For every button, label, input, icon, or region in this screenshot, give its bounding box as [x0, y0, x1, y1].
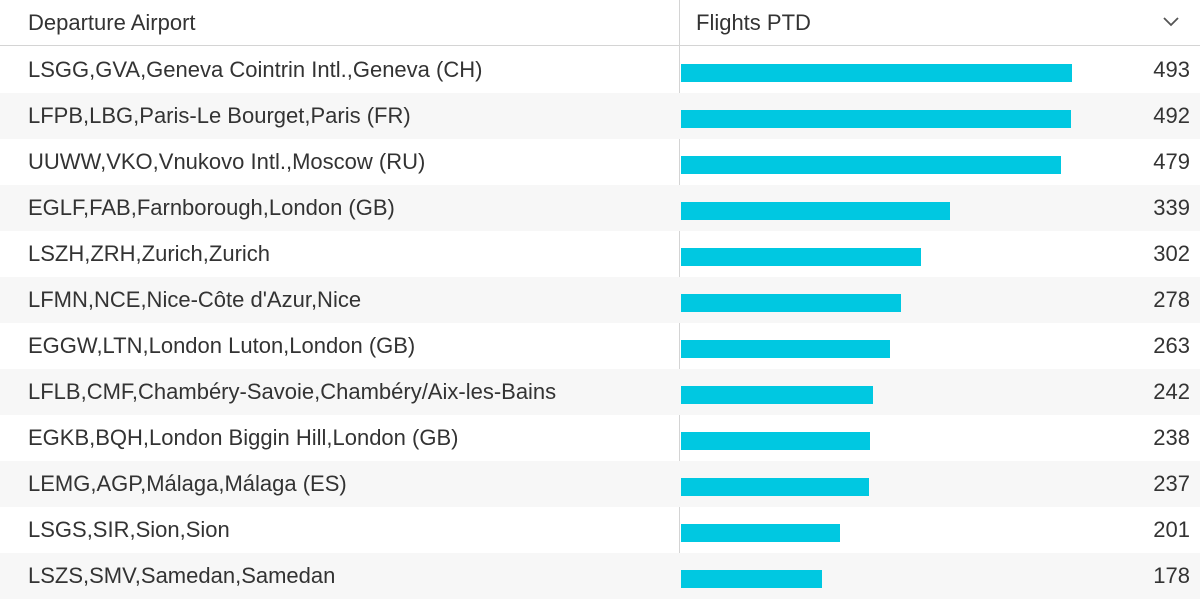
airport-label: LSZS,SMV,Samedan,Samedan	[28, 563, 336, 588]
flights-value: 263	[1153, 333, 1190, 358]
flights-value: 493	[1153, 57, 1190, 82]
airport-label: LFMN,NCE,Nice-Côte d'Azur,Nice	[28, 287, 362, 312]
table-row[interactable]: LSZS,SMV,Samedan,Samedan 178	[0, 553, 1200, 599]
flights-value: 237	[1153, 471, 1190, 496]
table-row[interactable]: LEMG,AGP,Málaga,Málaga (ES) 237	[0, 461, 1200, 507]
flights-bar	[681, 432, 870, 450]
flights-bar	[681, 156, 1061, 174]
flights-bar	[681, 248, 921, 266]
table-row[interactable]: LFLB,CMF,Chambéry-Savoie,Chambéry/Aix-le…	[0, 369, 1200, 415]
flights-value: 201	[1153, 517, 1190, 542]
column-header-departure-airport[interactable]: Departure Airport	[28, 10, 196, 35]
table-row[interactable]: LSGS,SIR,Sion,Sion 201	[0, 507, 1200, 553]
flights-value: 339	[1153, 195, 1190, 220]
flights-bar	[681, 386, 873, 404]
table-row[interactable]: LFPB,LBG,Paris-Le Bourget,Paris (FR) 492	[0, 93, 1200, 139]
table-body: LSGG,GVA,Geneva Cointrin Intl.,Geneva (C…	[0, 47, 1200, 599]
flights-value: 492	[1153, 103, 1190, 128]
table-row[interactable]: EGLF,FAB,Farnborough,London (GB) 339	[0, 185, 1200, 231]
flights-value: 178	[1153, 563, 1190, 588]
flights-bar	[681, 110, 1071, 128]
chevron-down-icon[interactable]	[1161, 14, 1181, 28]
flights-bar	[681, 570, 822, 588]
airport-label: LSZH,ZRH,Zurich,Zurich	[28, 241, 271, 266]
flights-value: 242	[1153, 379, 1190, 404]
airport-label: EGKB,BQH,London Biggin Hill,London (GB)	[28, 425, 459, 450]
flights-bar	[681, 64, 1072, 82]
table-row[interactable]: LSZH,ZRH,Zurich,Zurich 302	[0, 231, 1200, 277]
flights-bar	[681, 524, 840, 542]
airport-label: LSGG,GVA,Geneva Cointrin Intl.,Geneva (C…	[28, 57, 483, 82]
airport-label: EGGW,LTN,London Luton,London (GB)	[28, 333, 416, 358]
flights-bar	[681, 294, 901, 312]
airport-label: LSGS,SIR,Sion,Sion	[28, 517, 230, 542]
column-header-flights-ptd[interactable]: Flights PTD	[696, 10, 811, 35]
airport-label: LEMG,AGP,Málaga,Málaga (ES)	[28, 471, 347, 496]
flights-value: 238	[1153, 425, 1190, 450]
airport-label: LFPB,LBG,Paris-Le Bourget,Paris (FR)	[28, 103, 411, 128]
table-row[interactable]: LFMN,NCE,Nice-Côte d'Azur,Nice 278	[0, 277, 1200, 323]
flights-bar	[681, 478, 869, 496]
flights-value: 479	[1153, 149, 1190, 174]
airport-label: LFLB,CMF,Chambéry-Savoie,Chambéry/Aix-le…	[28, 379, 557, 404]
flights-value: 278	[1153, 287, 1190, 312]
table-header: Departure Airport Flights PTD	[0, 0, 1200, 46]
table-row[interactable]: EGKB,BQH,London Biggin Hill,London (GB) 2…	[0, 415, 1200, 461]
flights-bar	[681, 202, 950, 220]
table-row[interactable]: LSGG,GVA,Geneva Cointrin Intl.,Geneva (C…	[0, 47, 1200, 93]
table-row[interactable]: EGGW,LTN,London Luton,London (GB) 263	[0, 323, 1200, 369]
table-row[interactable]: UUWW,VKO,Vnukovo Intl.,Moscow (RU) 479	[0, 139, 1200, 185]
airport-label: UUWW,VKO,Vnukovo Intl.,Moscow (RU)	[28, 149, 426, 174]
flights-bar	[681, 340, 890, 358]
airport-label: EGLF,FAB,Farnborough,London (GB)	[28, 195, 395, 220]
flights-value: 302	[1153, 241, 1190, 266]
